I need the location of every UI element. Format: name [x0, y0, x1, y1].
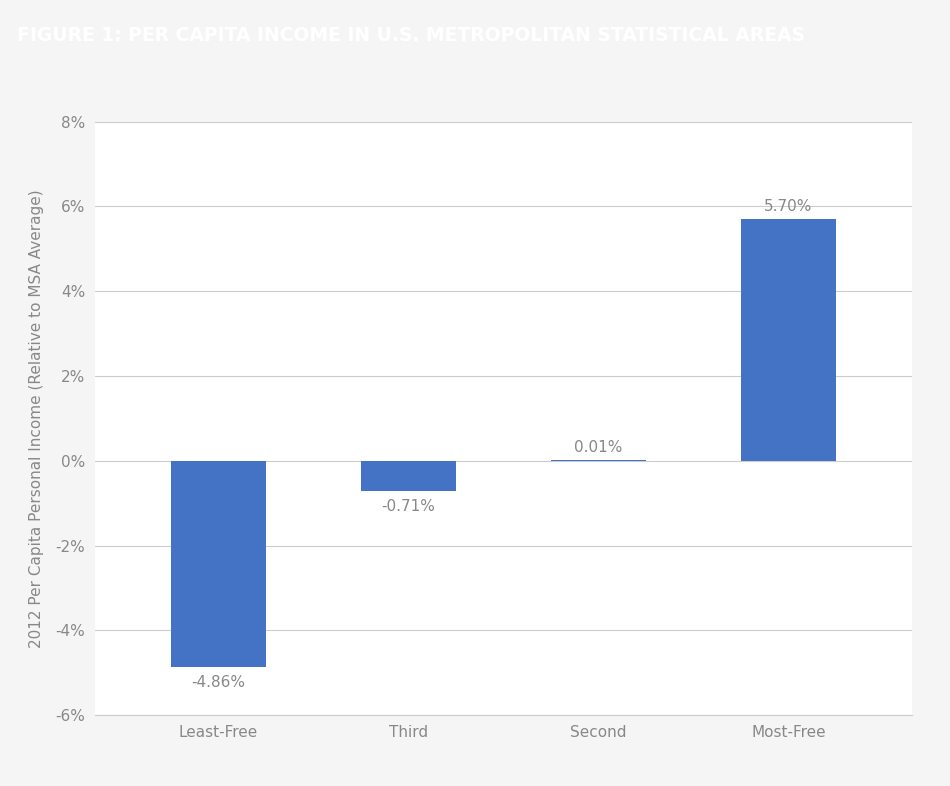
Text: 5.70%: 5.70%	[765, 199, 812, 214]
Text: -0.71%: -0.71%	[382, 498, 435, 513]
Bar	[741, 219, 836, 461]
Y-axis label: 2012 Per Capita Personal Income (Relative to MSA Average): 2012 Per Capita Personal Income (Relativ…	[29, 189, 45, 648]
Text: FIGURE 1: PER CAPITA INCOME IN U.S. METROPOLITAN STATISTICAL AREAS: FIGURE 1: PER CAPITA INCOME IN U.S. METR…	[17, 26, 805, 45]
Text: -4.86%: -4.86%	[192, 674, 245, 689]
Bar	[361, 461, 456, 491]
Bar	[171, 461, 266, 667]
Text: 0.01%: 0.01%	[575, 440, 622, 455]
